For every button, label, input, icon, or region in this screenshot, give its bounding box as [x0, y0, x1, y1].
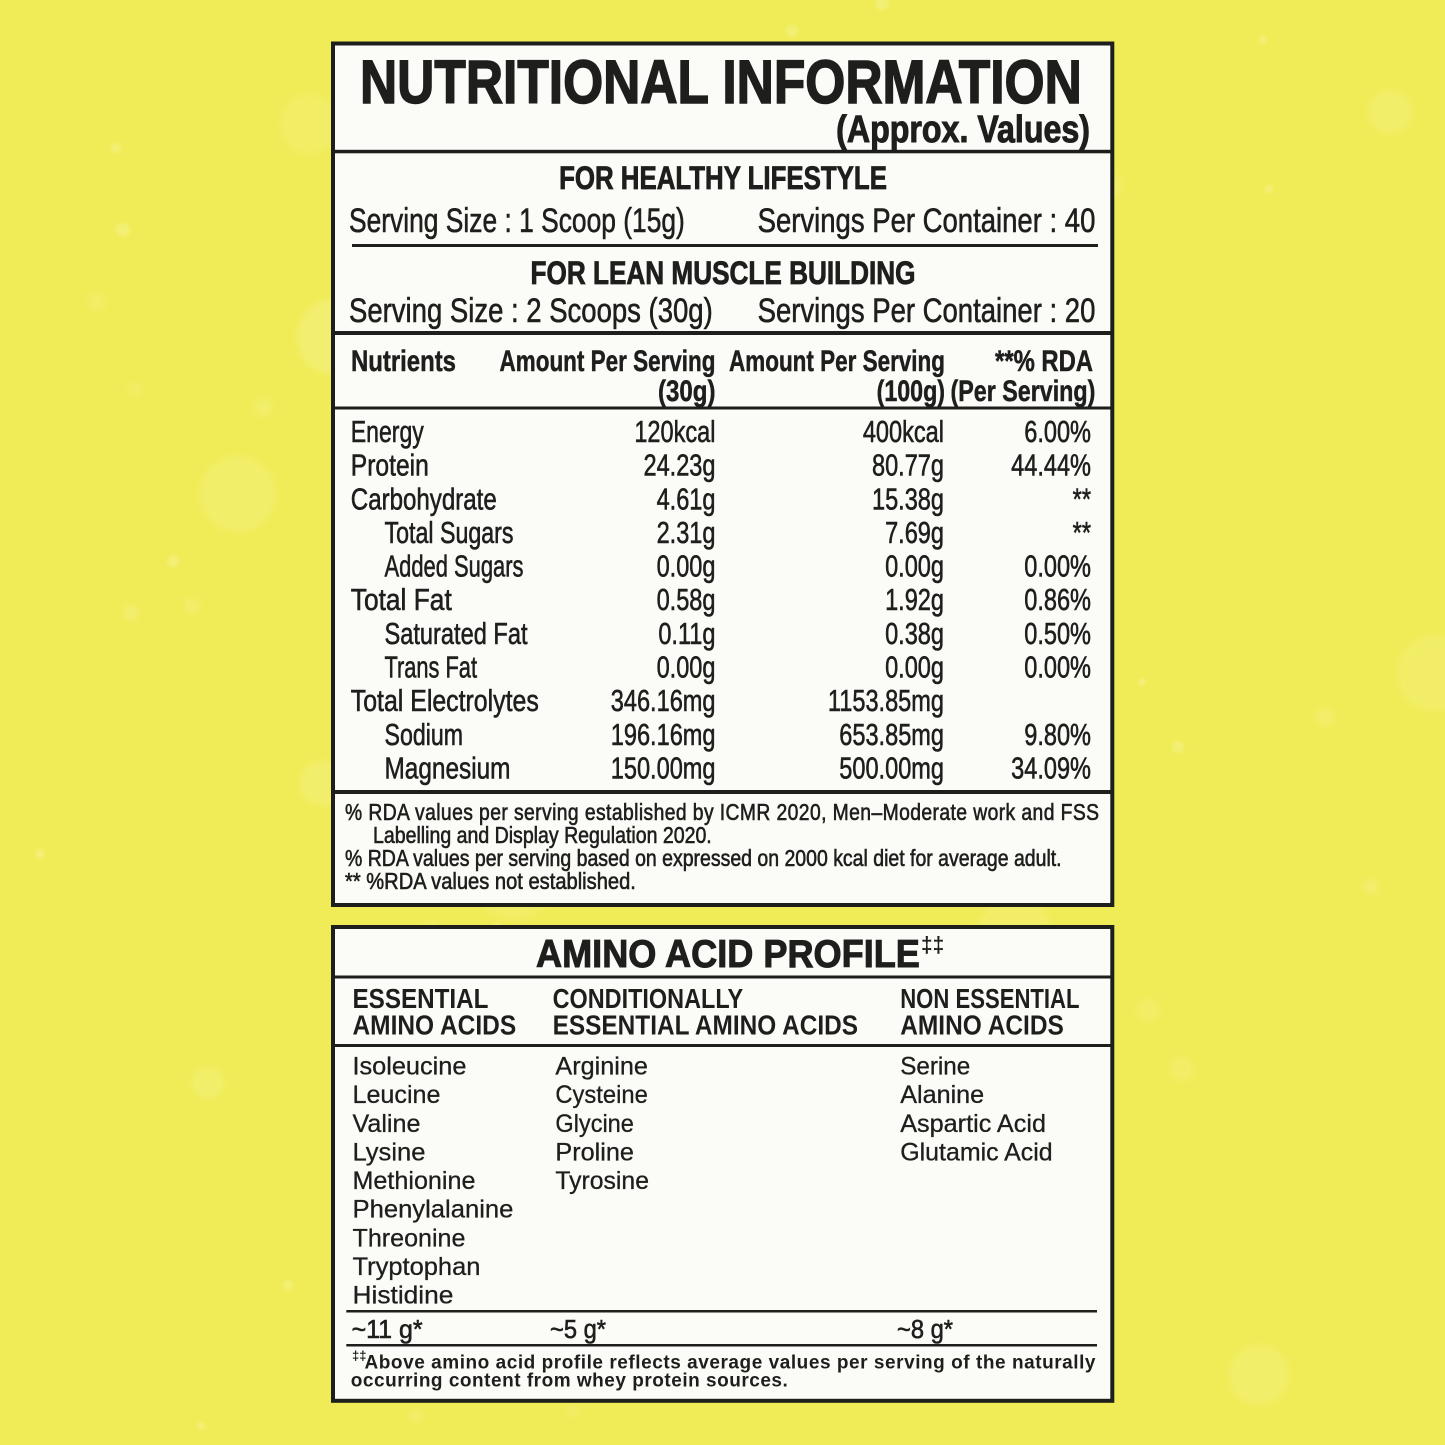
svg-text:0.00g: 0.00g [657, 548, 716, 583]
svg-text:(100g): (100g) [877, 374, 945, 408]
svg-text:ESSENTIAL: ESSENTIAL [353, 982, 489, 1014]
svg-text:**% RDA: **% RDA [995, 343, 1093, 377]
svg-text:Carbohydrate: Carbohydrate [351, 481, 497, 516]
svg-text:0.11g: 0.11g [658, 616, 715, 651]
svg-text:Added Sugars: Added Sugars [385, 549, 524, 584]
svg-text:Serving Size : 2 Scoops (30g): Serving Size : 2 Scoops (30g) [349, 291, 713, 329]
svg-text:196.16mg: 196.16mg [611, 717, 716, 752]
svg-text:9.80%: 9.80% [1024, 717, 1091, 752]
svg-text:AMINO ACID PROFILE: AMINO ACID PROFILE [536, 932, 920, 976]
svg-text:Servings Per Container : 20: Servings Per Container : 20 [758, 291, 1096, 329]
svg-text:Glutamic Acid: Glutamic Acid [900, 1138, 1052, 1166]
svg-text:% RDA values per serving estab: % RDA values per serving established by … [345, 801, 1099, 826]
svg-text:150.00mg: 150.00mg [611, 750, 716, 785]
svg-text:Threonine: Threonine [353, 1224, 466, 1252]
svg-text:Amount Per Serving: Amount Per Serving [500, 344, 716, 378]
svg-text:Total Fat: Total Fat [351, 583, 452, 617]
svg-text:(Per Serving): (Per Serving) [950, 374, 1095, 408]
svg-text:0.00g: 0.00g [657, 649, 716, 684]
svg-text:Total Electrolytes: Total Electrolytes [351, 684, 539, 718]
svg-text:Lysine: Lysine [353, 1139, 426, 1167]
svg-text:Cysteine: Cysteine [555, 1082, 647, 1110]
svg-text:NON ESSENTIAL: NON ESSENTIAL [900, 984, 1079, 1015]
svg-text:Total Sugars: Total Sugars [385, 515, 514, 550]
svg-text:‡‡: ‡‡ [352, 1348, 366, 1363]
svg-text:Servings Per Container : 40: Servings Per Container : 40 [758, 201, 1096, 239]
svg-text:0.00g: 0.00g [885, 548, 944, 583]
svg-text:Energy: Energy [351, 414, 424, 449]
svg-text:**: ** [1073, 481, 1092, 516]
svg-text:(30g): (30g) [658, 373, 715, 407]
svg-text:6.00%: 6.00% [1024, 414, 1091, 449]
svg-text:400kcal: 400kcal [863, 414, 944, 449]
svg-text:Valine: Valine [353, 1110, 421, 1138]
svg-text:Serine: Serine [900, 1053, 970, 1080]
svg-text:Tyrosine: Tyrosine [555, 1167, 649, 1195]
svg-text:occurring content from whey pr: occurring content from whey protein sour… [351, 1371, 788, 1392]
svg-text:0.86%: 0.86% [1024, 582, 1091, 617]
svg-text:653.85mg: 653.85mg [839, 717, 944, 752]
svg-text:Proline: Proline [555, 1138, 634, 1166]
svg-text:1153.85mg: 1153.85mg [828, 683, 944, 718]
svg-text:Arginine: Arginine [555, 1053, 647, 1081]
svg-text:500.00mg: 500.00mg [839, 750, 944, 785]
svg-text:Protein: Protein [351, 448, 429, 482]
svg-text:ESSENTIAL AMINO ACIDS: ESSENTIAL AMINO ACIDS [553, 1009, 858, 1041]
svg-text:0.38g: 0.38g [885, 616, 944, 651]
svg-text:Phenylalanine: Phenylalanine [353, 1196, 514, 1224]
svg-text:FOR HEALTHY LIFESTYLE: FOR HEALTHY LIFESTYLE [559, 161, 887, 196]
svg-text:AMINO ACIDS: AMINO ACIDS [353, 1009, 517, 1041]
svg-text:Aspartic Acid: Aspartic Acid [900, 1110, 1046, 1138]
svg-text:0.00%: 0.00% [1024, 649, 1091, 684]
svg-text:Histidine: Histidine [353, 1282, 454, 1309]
svg-text:15.38g: 15.38g [872, 481, 944, 516]
svg-text:NUTRITIONAL INFORMATION: NUTRITIONAL INFORMATION [360, 48, 1082, 116]
svg-text:44.44%: 44.44% [1011, 447, 1091, 482]
svg-text:Leucine: Leucine [353, 1081, 441, 1109]
svg-text:0.00g: 0.00g [885, 649, 944, 684]
svg-text:Tryptophan: Tryptophan [353, 1253, 481, 1281]
svg-text:0.00%: 0.00% [1024, 548, 1091, 583]
svg-text:(Approx. Values): (Approx. Values) [836, 109, 1090, 151]
svg-text:Magnesium: Magnesium [385, 751, 511, 785]
svg-text:Above amino acid profile refle: Above amino acid profile reflects averag… [365, 1352, 1096, 1373]
svg-text:AMINO ACIDS: AMINO ACIDS [900, 1009, 1064, 1041]
svg-text:80.77g: 80.77g [872, 447, 944, 482]
svg-text:Serving Size : 1 Scoop (15g): Serving Size : 1 Scoop (15g) [349, 202, 685, 240]
svg-text:CONDITIONALLY: CONDITIONALLY [553, 984, 744, 1014]
svg-text:2.31g: 2.31g [657, 515, 716, 550]
svg-text:~11 g*: ~11 g* [352, 1316, 423, 1345]
svg-text:Labelling and Display Regulati: Labelling and Display Regulation 2020. [373, 823, 712, 849]
svg-text:% RDA values per serving based: % RDA values per serving based on expres… [345, 846, 1062, 872]
svg-text:Saturated Fat: Saturated Fat [385, 616, 528, 651]
svg-text:24.23g: 24.23g [643, 447, 715, 482]
svg-text:Nutrients: Nutrients [351, 343, 456, 377]
svg-text:Trans Fat: Trans Fat [385, 650, 478, 685]
svg-text:7.69g: 7.69g [885, 515, 944, 550]
svg-text:**: ** [1073, 515, 1092, 550]
svg-text:346.16mg: 346.16mg [611, 683, 716, 718]
svg-text:~5 g*: ~5 g* [550, 1315, 606, 1344]
svg-text:Methionine: Methionine [353, 1167, 476, 1195]
svg-text:4.61g: 4.61g [657, 481, 716, 516]
svg-text:~8 g*: ~8 g* [897, 1315, 953, 1344]
svg-text:Amount Per Serving: Amount Per Serving [729, 344, 945, 378]
svg-text:FOR LEAN MUSCLE BUILDING: FOR LEAN MUSCLE BUILDING [531, 257, 916, 292]
svg-text:120kcal: 120kcal [634, 414, 715, 449]
svg-text:34.09%: 34.09% [1011, 750, 1091, 785]
svg-text:0.50%: 0.50% [1024, 616, 1091, 651]
svg-text:1.92g: 1.92g [885, 582, 944, 617]
svg-text:Sodium: Sodium [385, 716, 464, 751]
svg-text:** %RDA values not established: ** %RDA values not established. [345, 868, 636, 895]
svg-text:Glycine: Glycine [555, 1110, 633, 1138]
svg-text:Isoleucine: Isoleucine [353, 1053, 467, 1081]
svg-text:‡‡: ‡‡ [921, 933, 944, 958]
svg-text:0.58g: 0.58g [657, 582, 716, 617]
svg-text:Alanine: Alanine [900, 1081, 984, 1109]
